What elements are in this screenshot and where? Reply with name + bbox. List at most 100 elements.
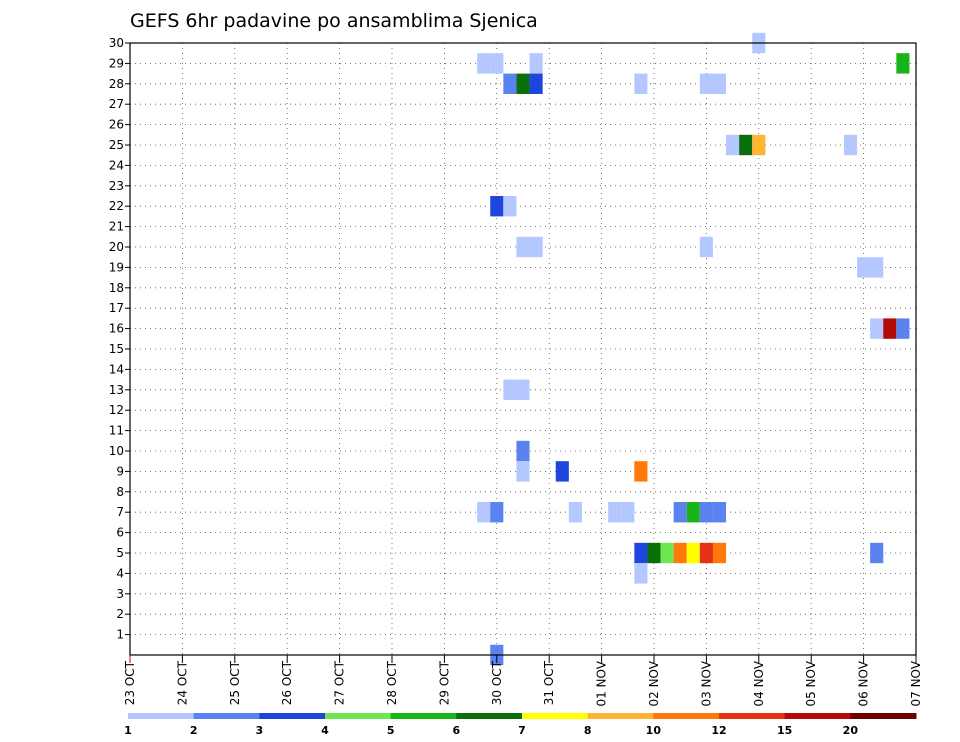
colorbar-swatch <box>784 713 851 719</box>
x-tick-label: 24 OCT <box>175 660 189 705</box>
x-tick-label: 05 NOV <box>804 660 818 706</box>
y-tick-label: 17 <box>109 301 124 315</box>
colorbar-tick-label: 15 <box>777 724 792 737</box>
heatmap-cell <box>490 502 504 523</box>
plot-area-frame <box>129 42 917 656</box>
y-tick-label: 25 <box>109 138 124 152</box>
x-tick-label: 23 OCT <box>123 660 137 705</box>
colorbar-swatch <box>719 713 786 719</box>
heatmap-cell <box>490 196 504 217</box>
x-tick-label: 31 OCT <box>542 660 556 705</box>
colorbar-swatch <box>193 713 260 719</box>
colorbar-swatch <box>128 713 195 719</box>
y-tick-label: 20 <box>109 240 124 254</box>
y-tick-label: 7 <box>116 505 124 519</box>
heatmap-cell <box>477 53 491 74</box>
heatmap-cell <box>634 542 648 564</box>
colorbar-swatch <box>850 713 917 719</box>
y-tick-label: 1 <box>116 628 124 642</box>
colorbar-swatch <box>522 713 589 719</box>
colorbar-tick-label: 1 <box>124 724 132 737</box>
heatmap-cell <box>503 73 517 94</box>
heatmap-cell <box>529 53 543 74</box>
heatmap-cell <box>686 542 700 564</box>
heatmap-cell <box>503 379 517 400</box>
heatmap-cell <box>660 542 674 564</box>
x-tick-label: 03 NOV <box>699 660 713 706</box>
heatmap-cell <box>870 257 884 278</box>
y-tick-label: 6 <box>116 526 124 540</box>
heatmap-cell <box>699 542 713 564</box>
precip-cells <box>477 32 910 666</box>
heatmap-cell <box>516 236 530 258</box>
colorbar-tick-label: 6 <box>453 724 461 737</box>
heatmap-cell <box>843 134 858 156</box>
heatmap-cell <box>503 196 517 217</box>
x-tick-label: 04 NOV <box>752 660 766 706</box>
colorbar-tick-label: 10 <box>646 724 662 737</box>
y-tick-label: 3 <box>116 587 124 601</box>
y-tick-label: 14 <box>109 362 124 376</box>
chart-title: GEFS 6hr padavine po ansamblima Sjenica <box>130 10 538 32</box>
heatmap-cell <box>752 134 766 156</box>
y-tick-label: 27 <box>109 97 124 111</box>
colorbar-tick-label: 12 <box>711 724 726 737</box>
y-tick-label: 26 <box>109 118 124 132</box>
colorbar-swatch <box>587 713 654 719</box>
y-tick-label: 28 <box>109 77 124 91</box>
heatmap-cell <box>870 542 884 564</box>
y-tick-label: 22 <box>109 199 124 213</box>
y-tick-label: 5 <box>116 546 124 560</box>
y-tick-label: 4 <box>116 566 124 580</box>
heatmap-cell <box>647 542 661 564</box>
x-axis-ticks: 23 OCT 24 OCT 25 OCT 26 OCT 27 OCT 28 OCT 29 O… <box>123 655 923 707</box>
colorbar-swatch <box>456 713 523 719</box>
heatmap-cell <box>516 461 530 482</box>
y-tick-label: 2 <box>116 607 124 621</box>
heatmap-cell <box>477 502 491 523</box>
y-tick-label: 30 <box>109 36 124 50</box>
x-tick-label: 02 NOV <box>647 660 661 706</box>
heatmap-cell <box>529 73 543 94</box>
x-tick-label: 25 OCT <box>228 660 242 705</box>
x-tick-label: 28 OCT <box>385 660 399 705</box>
heatmap-cell <box>516 73 530 94</box>
x-tick-label: 29 OCT <box>437 660 451 705</box>
y-tick-label: 10 <box>109 444 124 458</box>
heatmap-cell <box>712 502 727 523</box>
heatmap-cell <box>686 502 700 523</box>
heatmap-cell <box>568 502 582 523</box>
heatmap-cell <box>608 502 622 523</box>
heatmap-cell <box>634 461 648 482</box>
y-axis-ticks: 1234567891011121314151617181920212223242… <box>109 36 130 642</box>
heatmap-cell <box>699 502 713 523</box>
x-tick-label: 07 NOV <box>909 660 923 706</box>
x-tick-label: 06 NOV <box>857 660 871 706</box>
y-tick-label: 29 <box>109 56 124 70</box>
colorbar-swatch <box>653 713 720 719</box>
heatmap-cell <box>699 73 713 94</box>
y-tick-label: 18 <box>109 281 124 295</box>
heatmap-cell <box>516 379 530 400</box>
heatmap-cell <box>490 53 504 74</box>
colorbar-tick-label: 8 <box>584 724 592 737</box>
colorbar-tick-label: 2 <box>190 724 198 737</box>
y-tick-label: 11 <box>109 424 124 438</box>
heatmap-cell <box>699 236 713 258</box>
x-tick-label: 26 OCT <box>280 660 294 705</box>
heatmap-cell <box>857 257 871 278</box>
heatmap-cell <box>621 502 635 523</box>
heatmap-cell <box>529 236 543 258</box>
heatmap-cell <box>555 461 569 482</box>
colorbar-tick-label: 7 <box>518 724 526 737</box>
heatmap-cell <box>712 73 727 94</box>
heatmap-cell <box>896 53 910 74</box>
heatmap-cell <box>634 73 648 94</box>
heatmap-cell <box>896 318 910 339</box>
heatmap-cell <box>673 542 687 564</box>
y-tick-label: 15 <box>109 342 124 356</box>
y-tick-label: 16 <box>109 322 124 336</box>
y-tick-label: 24 <box>109 158 124 172</box>
colorbar-swatch <box>325 713 392 719</box>
y-tick-label: 9 <box>116 464 124 478</box>
